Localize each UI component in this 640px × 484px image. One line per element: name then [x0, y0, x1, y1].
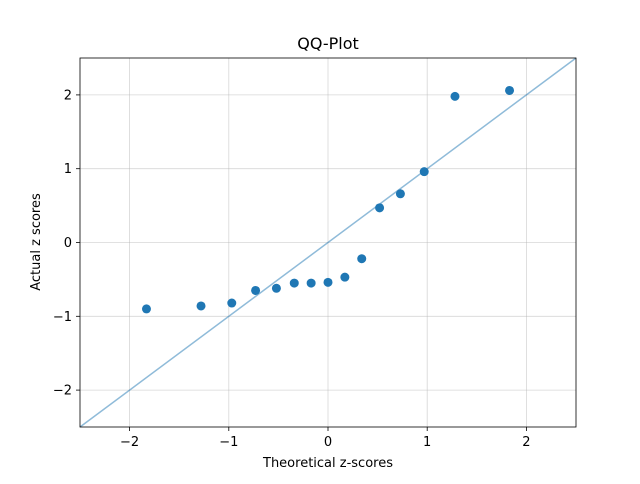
- data-point: [419, 167, 429, 177]
- y-axis-label: Actual z scores: [29, 193, 44, 291]
- data-point: [251, 285, 261, 295]
- data-point: [323, 277, 333, 287]
- y-tick-label: 2: [64, 88, 72, 103]
- x-axis-label: Theoretical z-scores: [262, 456, 393, 471]
- chart-title: QQ-Plot: [297, 34, 359, 53]
- data-point: [505, 85, 515, 95]
- data-point: [450, 91, 460, 101]
- x-tick-label: 1: [423, 435, 431, 450]
- y-tick-label: −2: [53, 384, 72, 399]
- x-tick-label: 0: [324, 435, 332, 450]
- y-tick-label: −1: [53, 310, 72, 325]
- x-tick-label: −1: [219, 435, 238, 450]
- reference-line-layer: [79, 57, 577, 428]
- data-point: [141, 304, 151, 314]
- grid-layer: [80, 58, 576, 427]
- data-point: [375, 203, 385, 213]
- data-points-layer: [141, 85, 515, 314]
- data-point: [357, 254, 367, 264]
- y-tick-label: 1: [64, 162, 72, 177]
- tick-layer: −2 −1 0 1 2 −2 −1 0 1 2: [53, 88, 531, 450]
- data-point: [196, 301, 206, 311]
- data-point: [306, 278, 316, 288]
- data-point: [340, 272, 350, 282]
- data-point: [227, 298, 237, 308]
- data-point: [395, 189, 405, 199]
- y-tick-label: 0: [64, 236, 72, 251]
- x-tick-label: 2: [522, 435, 530, 450]
- data-point: [289, 278, 299, 288]
- x-tick-label: −2: [120, 435, 139, 450]
- reference-line: [79, 57, 577, 428]
- data-point: [271, 283, 281, 293]
